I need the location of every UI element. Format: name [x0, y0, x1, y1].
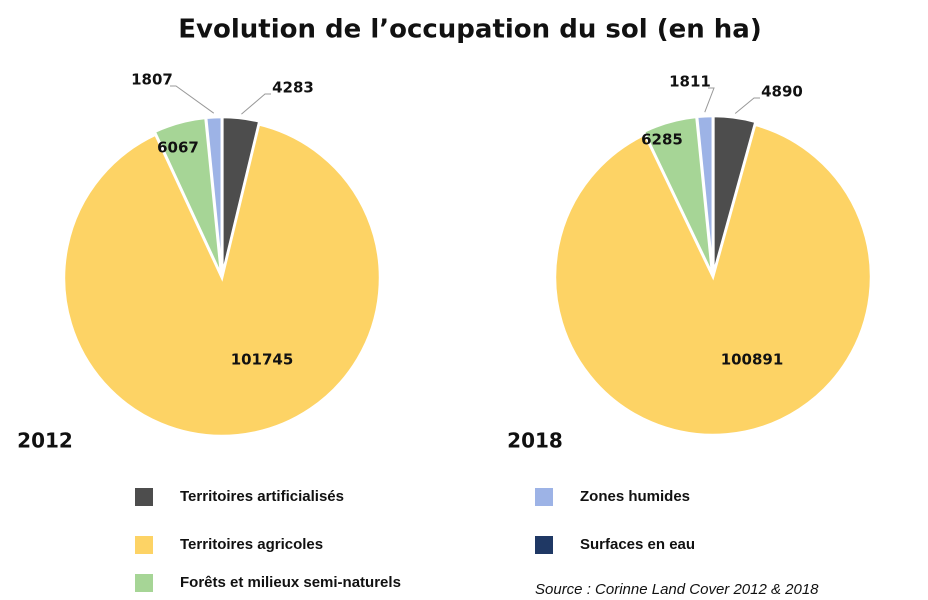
- source: Source : Corinne Land Cover 2012 & 2018: [535, 581, 819, 598]
- data-label: 4890: [761, 83, 803, 101]
- legend-label: Forêts et milieux semi-naturels: [180, 574, 401, 591]
- legend-label: Zones humides: [580, 488, 690, 505]
- leader-line: [704, 87, 715, 113]
- chart-title: Evolution de l’occupation du sol (en ha): [178, 15, 761, 45]
- leader-line: [734, 97, 760, 114]
- pie-slice: [62, 122, 382, 438]
- data-label: 6285: [641, 131, 683, 149]
- legend-swatch: [535, 488, 553, 506]
- data-label: 6067: [157, 139, 199, 157]
- pie-slice: [553, 123, 873, 437]
- leader-line: [241, 93, 271, 115]
- legend-swatch: [135, 536, 153, 554]
- legend-label: Surfaces en eau: [580, 536, 695, 553]
- legend-swatch: [535, 536, 553, 554]
- data-label: 1811: [669, 73, 711, 91]
- data-label: 101745: [231, 351, 294, 369]
- legend-swatch: [135, 574, 153, 592]
- pie-year: 2018: [507, 429, 563, 453]
- legend-label: Territoires artificialisés: [180, 488, 344, 505]
- leader-line: [170, 85, 215, 114]
- data-label: 4283: [272, 79, 314, 97]
- legend-swatch: [135, 488, 153, 506]
- pie-year: 2012: [17, 429, 73, 453]
- data-label: 100891: [721, 351, 784, 369]
- legend-label: Territoires agricoles: [180, 536, 323, 553]
- data-label: 1807: [131, 71, 173, 89]
